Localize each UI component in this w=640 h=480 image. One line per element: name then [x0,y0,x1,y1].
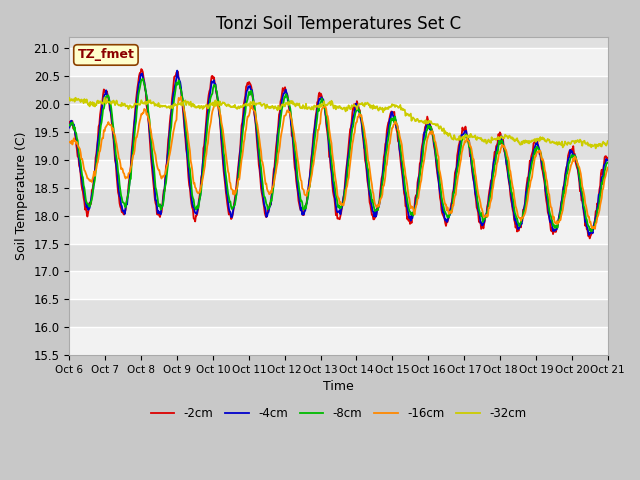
Bar [69,216,608,243]
-4cm [420,130,428,135]
-2cm [214,106,222,111]
-16cm [131,148,138,154]
-16cm [214,105,222,110]
-2cm [65,122,73,128]
-8cm [65,122,73,128]
-4cm [404,212,412,217]
-8cm [131,132,138,137]
-4cm [214,99,222,105]
-4cm [65,125,73,131]
-8cm [139,76,147,82]
-32cm [420,120,428,126]
-16cm [177,94,185,99]
-32cm [404,112,412,118]
-8cm [404,204,412,210]
Line: -8cm: -8cm [69,79,608,231]
-16cm [186,148,194,154]
-16cm [604,165,612,170]
-4cm [585,232,593,238]
Title: Tonzi Soil Temperatures Set C: Tonzi Soil Temperatures Set C [216,15,461,33]
-2cm [76,163,83,168]
Line: -2cm: -2cm [69,69,608,239]
-4cm [604,157,612,163]
-8cm [186,166,194,172]
-8cm [604,160,612,166]
-32cm [214,100,222,106]
Bar [69,104,608,132]
-2cm [138,66,145,72]
-4cm [186,180,194,186]
-8cm [214,98,222,104]
Bar [69,160,608,188]
-32cm [65,95,73,101]
Y-axis label: Soil Temperature (C): Soil Temperature (C) [15,132,28,261]
Bar [69,48,608,76]
-4cm [131,119,138,125]
-16cm [65,139,73,145]
-4cm [76,157,83,163]
-8cm [420,139,428,144]
-16cm [76,145,83,151]
-32cm [186,101,194,107]
-16cm [591,226,599,232]
-32cm [131,101,139,107]
Bar [69,327,608,355]
-2cm [186,186,194,192]
Line: -16cm: -16cm [69,96,608,229]
Line: -4cm: -4cm [69,71,608,235]
Bar [69,271,608,299]
-2cm [131,116,138,121]
-8cm [76,153,83,159]
-8cm [588,228,595,234]
-2cm [586,236,593,241]
-32cm [604,138,612,144]
-2cm [604,155,612,161]
-32cm [76,97,83,103]
-32cm [100,95,108,100]
-2cm [404,218,412,224]
-16cm [404,193,412,199]
-4cm [173,68,181,73]
-16cm [420,156,428,162]
Legend: -2cm, -4cm, -8cm, -16cm, -32cm: -2cm, -4cm, -8cm, -16cm, -32cm [146,402,531,425]
-2cm [420,131,428,136]
Text: TZ_fmet: TZ_fmet [77,48,134,61]
Line: -32cm: -32cm [69,97,608,148]
-32cm [592,145,600,151]
X-axis label: Time: Time [323,380,354,393]
